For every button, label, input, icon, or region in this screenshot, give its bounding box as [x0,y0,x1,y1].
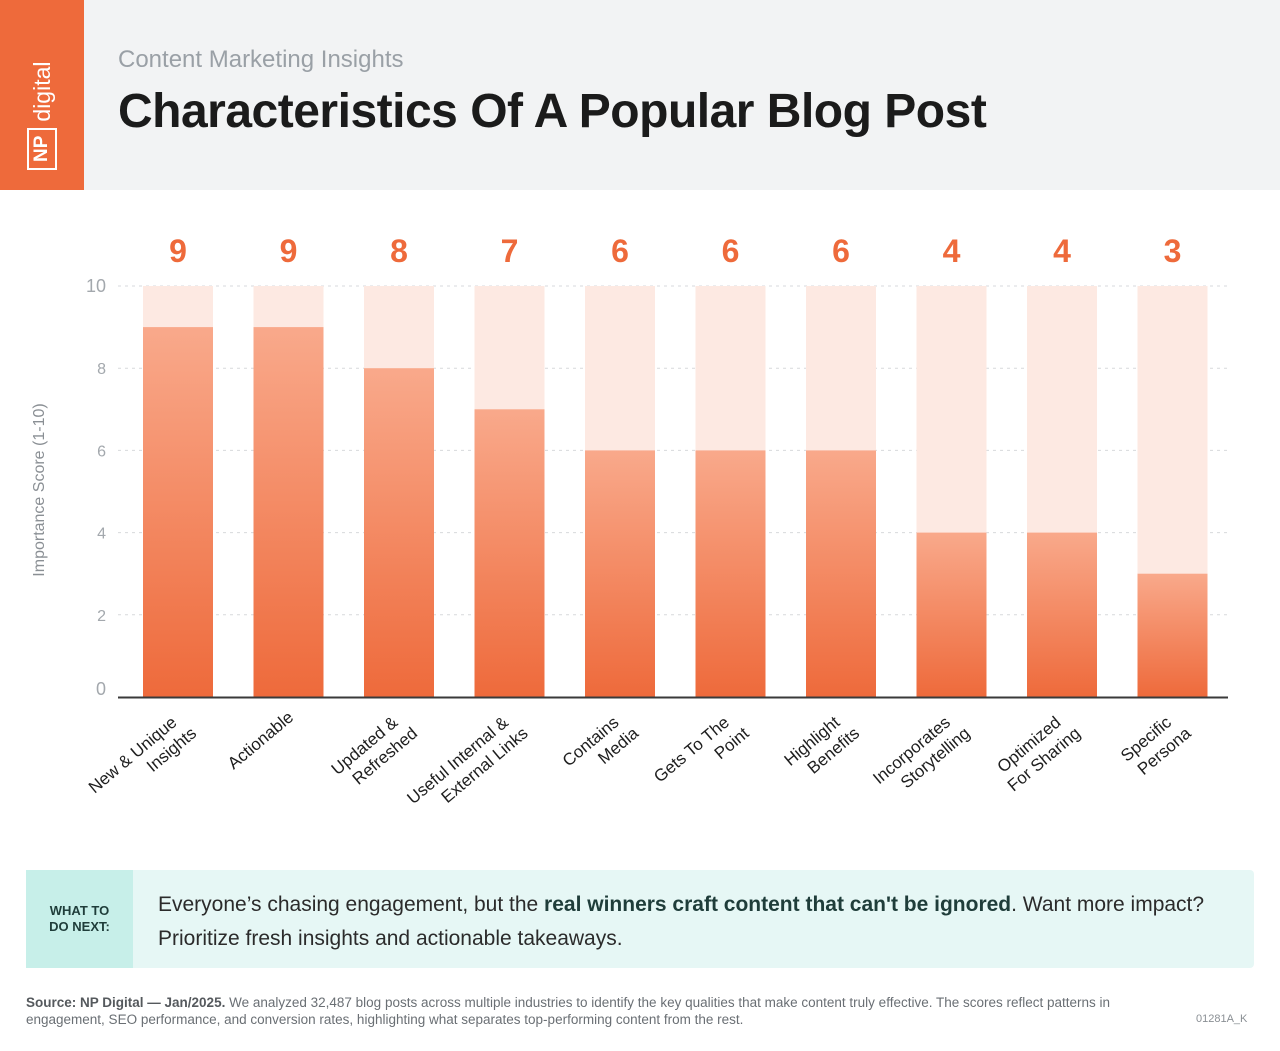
x-tick-label: Actionable [224,708,297,774]
bar [806,450,876,697]
svg-text:HighlightBenefits: HighlightBenefits [781,708,864,786]
y-tick-label: 0 [96,679,106,699]
bar-value-label: 9 [280,233,298,269]
svg-text:Actionable: Actionable [224,708,297,774]
callout-label-box: WHAT TO DO NEXT: [26,870,133,968]
callout-label: WHAT TO DO NEXT: [49,902,110,934]
bar [474,409,545,697]
svg-text:New & UniqueInsights: New & UniqueInsights [85,708,200,814]
svg-text:SpecificPersona: SpecificPersona [1117,707,1195,781]
callout-text-end: . Want more impact? Prioritize fresh ins… [158,893,1205,950]
bar-value-label: 4 [943,233,961,269]
header: NP digital Content Marketing Insights Ch… [0,0,1280,190]
logo-digital-text: digital [28,61,55,122]
bar [364,368,434,697]
source-note: Source: NP Digital — Jan/2025. We analyz… [26,994,1186,1028]
svg-text:ContainsMedia: ContainsMedia [559,707,643,786]
chart-title: Characteristics Of A Popular Blog Post [118,85,987,138]
y-tick-label: 4 [97,526,106,543]
y-axis-title: Importance Score (1-10) [31,403,48,576]
bar-value-label: 4 [1053,233,1071,269]
x-tick-label: Gets To ThePoint [650,707,753,802]
bar-value-label: 6 [611,233,629,269]
y-tick-label: 10 [86,276,106,296]
bar-value-label: 3 [1164,233,1182,269]
bar-value-label: 6 [832,233,850,269]
svg-text:Gets To ThePoint: Gets To ThePoint [650,707,753,802]
x-tick-label: HighlightBenefits [781,708,864,786]
x-tick-label: Useful Internal &External Links [403,708,531,825]
y-tick-label: 2 [97,608,106,625]
x-tick-label: Updated &Refreshed [328,708,421,795]
bar [143,327,213,697]
svg-text:IncorporatesStorytelling: IncorporatesStorytelling [869,708,973,805]
bar [253,327,324,697]
svg-text:Updated &Refreshed: Updated &Refreshed [328,708,421,795]
x-tick-label: OptimizedFor Sharing [990,708,1084,796]
y-tick-label: 6 [97,443,106,460]
chart-code: 01281A_K [1196,1013,1248,1025]
callout-text-bold: real winners craft content that can't be… [544,893,1012,916]
callout-text-start: Everyone’s chasing engagement, but the [158,893,545,916]
bar [916,532,987,697]
bar-value-label: 9 [169,233,187,269]
callout-text: Everyone’s chasing engagement, but the r… [158,888,1218,956]
x-tick-label: SpecificPersona [1117,707,1195,781]
bar-value-label: 8 [390,233,408,269]
bar [585,450,655,697]
bar-value-label: 7 [501,233,519,269]
svg-text:OptimizedFor Sharing: OptimizedFor Sharing [990,708,1084,796]
what-to-do-next-callout: WHAT TO DO NEXT: Everyone’s chasing enga… [26,870,1254,968]
svg-text:Useful Internal &External Link: Useful Internal &External Links [403,708,531,825]
np-digital-logo: NP digital [0,0,84,190]
bar [1137,573,1208,697]
bar-chart: 0 2 4 6 8 10 9 New & UniqueInsights 9 Actionable… [31,233,1228,825]
source-text: We analyzed 32,487 blog posts across mul… [26,995,1111,1027]
bar [695,450,766,697]
chart-subtitle: Content Marketing Insights [118,46,404,73]
bar [1027,532,1097,697]
source-label: Source: NP Digital — Jan/2025. [26,995,226,1010]
x-tick-label: ContainsMedia [559,707,643,786]
y-tick-label: 8 [97,361,106,378]
x-tick-label: IncorporatesStorytelling [869,708,973,805]
bar-value-label: 6 [722,233,740,269]
x-tick-label: New & UniqueInsights [85,708,200,814]
logo-np-text: NP [27,127,57,170]
